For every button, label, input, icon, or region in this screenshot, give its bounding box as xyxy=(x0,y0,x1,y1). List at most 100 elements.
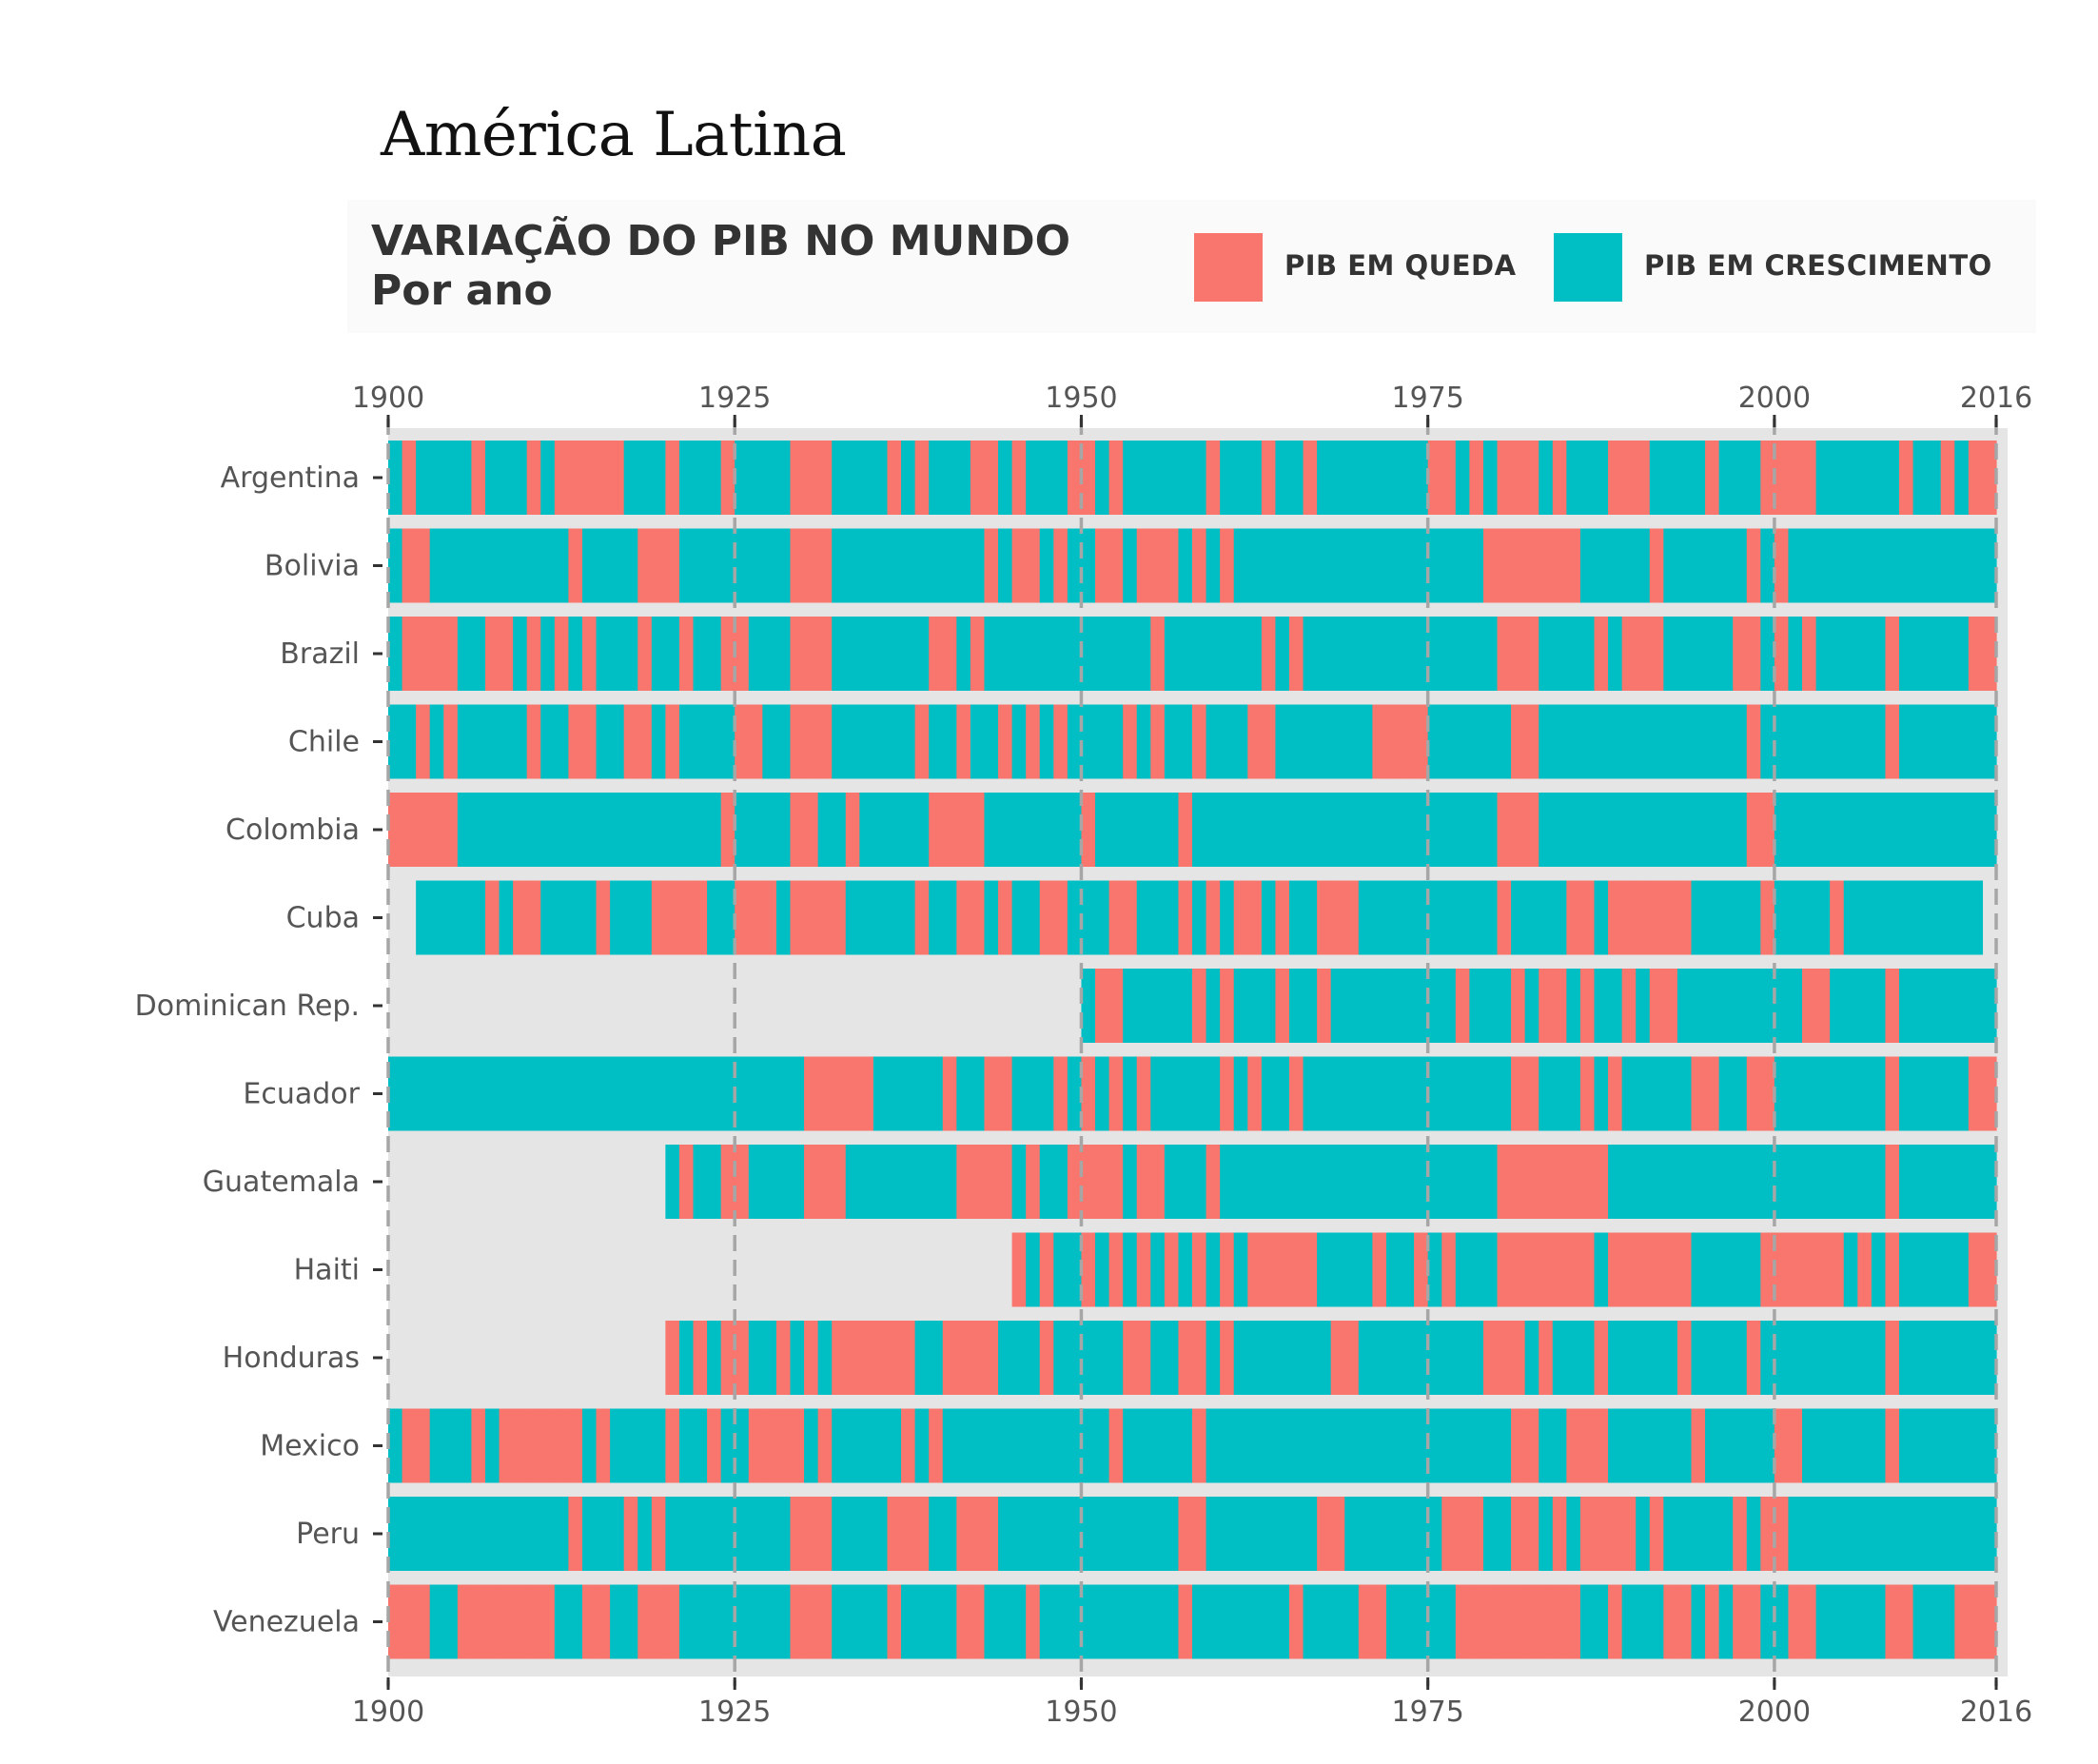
cell-bolivia-1986 xyxy=(1566,528,1581,603)
cell-honduras-1921 xyxy=(665,1321,680,1395)
cell-brazil-2004 xyxy=(1815,617,1831,691)
cell-mexico-1972 xyxy=(1372,1408,1387,1483)
cell-peru-1962 xyxy=(1233,1497,1248,1571)
cell-colombia-1951 xyxy=(1081,793,1096,867)
cell-mexico-2008 xyxy=(1871,1408,1887,1483)
cell-mexico-1992 xyxy=(1649,1408,1664,1483)
cell-peru-1949 xyxy=(1053,1497,1069,1571)
cell-cuba-1945 xyxy=(998,880,1013,955)
cell-peru-1943 xyxy=(970,1497,986,1571)
cell-guatemala-2007 xyxy=(1857,1145,1873,1219)
cell-peru-1915 xyxy=(581,1497,598,1571)
cell-venezuela-1996 xyxy=(1705,1584,1720,1659)
cell-honduras-2011 xyxy=(1912,1321,1928,1395)
cell-ecuador-2010 xyxy=(1899,1056,1914,1131)
cell-chile-1975 xyxy=(1414,704,1429,779)
cell-mexico-1903 xyxy=(416,1408,431,1483)
row-dominican-rep xyxy=(1081,969,1997,1043)
cell-colombia-1956 xyxy=(1150,793,1166,867)
x-tick-label-top: 1900 xyxy=(352,382,424,415)
cell-mexico-2006 xyxy=(1843,1408,1858,1483)
country-rows xyxy=(388,441,1997,1659)
cell-mexico-1946 xyxy=(1011,1408,1027,1483)
cell-peru-1973 xyxy=(1385,1497,1402,1571)
cell-ecuador-1959 xyxy=(1192,1056,1207,1131)
cell-guatemala-1986 xyxy=(1566,1145,1581,1219)
cell-haiti-1999 xyxy=(1746,1232,1761,1307)
cell-cuba-1939 xyxy=(914,880,930,955)
cell-argentina-1905 xyxy=(443,441,459,515)
cell-chile-1956 xyxy=(1150,704,1166,779)
cell-colombia-1989 xyxy=(1608,793,1623,867)
cell-cuba-1986 xyxy=(1566,880,1581,955)
cell-guatemala-2000 xyxy=(1760,1145,1775,1219)
cell-honduras-1985 xyxy=(1552,1321,1567,1395)
cell-honduras-1961 xyxy=(1220,1321,1235,1395)
cell-venezuela-2007 xyxy=(1857,1584,1873,1659)
cell-haiti-1960 xyxy=(1206,1232,1221,1307)
cell-haiti-1946 xyxy=(1011,1232,1027,1307)
cell-bolivia-1935 xyxy=(859,528,874,603)
cell-guatemala-1932 xyxy=(817,1145,833,1219)
cell-honduras-1950 xyxy=(1067,1321,1083,1395)
cell-colombia-1988 xyxy=(1594,793,1609,867)
cell-bolivia-2009 xyxy=(1885,528,1900,603)
cell-mexico-1993 xyxy=(1663,1408,1678,1483)
cell-mexico-1970 xyxy=(1344,1408,1360,1483)
cell-haiti-1975 xyxy=(1414,1232,1429,1307)
cell-brazil-2011 xyxy=(1912,617,1928,691)
cell-bolivia-1971 xyxy=(1358,528,1373,603)
cell-chile-2014 xyxy=(1954,704,1970,779)
cell-ecuador-1991 xyxy=(1636,1056,1651,1131)
cell-cuba-1940 xyxy=(929,880,944,955)
cell-venezuela-1989 xyxy=(1608,1584,1623,1659)
cell-cuba-1995 xyxy=(1691,880,1706,955)
cell-mexico-2012 xyxy=(1927,1408,1942,1483)
cell-cuba-1904 xyxy=(429,880,444,955)
cell-dominican-rep-2007 xyxy=(1857,969,1873,1043)
cell-mexico-1989 xyxy=(1608,1408,1623,1483)
cell-dominican-rep-1991 xyxy=(1636,969,1651,1043)
cell-bolivia-2014 xyxy=(1954,528,1970,603)
cell-venezuela-1988 xyxy=(1594,1584,1609,1659)
cell-chile-1922 xyxy=(678,704,695,779)
cell-cuba-1948 xyxy=(1039,880,1054,955)
cell-cuba-1917 xyxy=(610,880,625,955)
cell-cuba-1988 xyxy=(1594,880,1609,955)
cell-colombia-2015 xyxy=(1968,793,1984,867)
cell-chile-2007 xyxy=(1857,704,1873,779)
cell-chile-2004 xyxy=(1815,704,1831,779)
cell-colombia-1945 xyxy=(998,793,1013,867)
cell-cuba-1950 xyxy=(1067,880,1083,955)
cell-dominican-rep-1958 xyxy=(1178,969,1193,1043)
cell-guatemala-1981 xyxy=(1497,1145,1512,1219)
cell-chile-1916 xyxy=(596,704,611,779)
cell-venezuela-1902 xyxy=(402,1584,417,1659)
cell-cuba-1978 xyxy=(1455,880,1470,955)
cell-ecuador-2011 xyxy=(1912,1056,1928,1131)
cell-chile-1958 xyxy=(1178,704,1193,779)
cell-cuba-1936 xyxy=(873,880,889,955)
cell-dominican-rep-1981 xyxy=(1497,969,1512,1043)
cell-venezuela-1942 xyxy=(956,1584,971,1659)
cell-chile-1966 xyxy=(1288,704,1304,779)
cell-ecuador-1956 xyxy=(1150,1056,1166,1131)
cell-ecuador-1949 xyxy=(1053,1056,1069,1131)
cell-brazil-1961 xyxy=(1220,617,1235,691)
cell-venezuela-1948 xyxy=(1039,1584,1054,1659)
cell-bolivia-1974 xyxy=(1400,528,1415,603)
cell-honduras-1934 xyxy=(845,1321,860,1395)
cell-cuba-1913 xyxy=(554,880,569,955)
cell-mexico-1940 xyxy=(929,1408,944,1483)
cell-brazil-1929 xyxy=(775,617,792,691)
cell-haiti-2004 xyxy=(1815,1232,1831,1307)
cell-bolivia-1984 xyxy=(1539,528,1554,603)
cell-venezuela-2003 xyxy=(1802,1584,1817,1659)
cell-haiti-1951 xyxy=(1081,1232,1096,1307)
cell-haiti-1948 xyxy=(1039,1232,1054,1307)
cell-colombia-2005 xyxy=(1830,793,1845,867)
cell-venezuela-1945 xyxy=(998,1584,1013,1659)
cell-haiti-1982 xyxy=(1511,1232,1526,1307)
cell-dominican-rep-2006 xyxy=(1843,969,1858,1043)
cell-peru-1974 xyxy=(1400,1497,1415,1571)
